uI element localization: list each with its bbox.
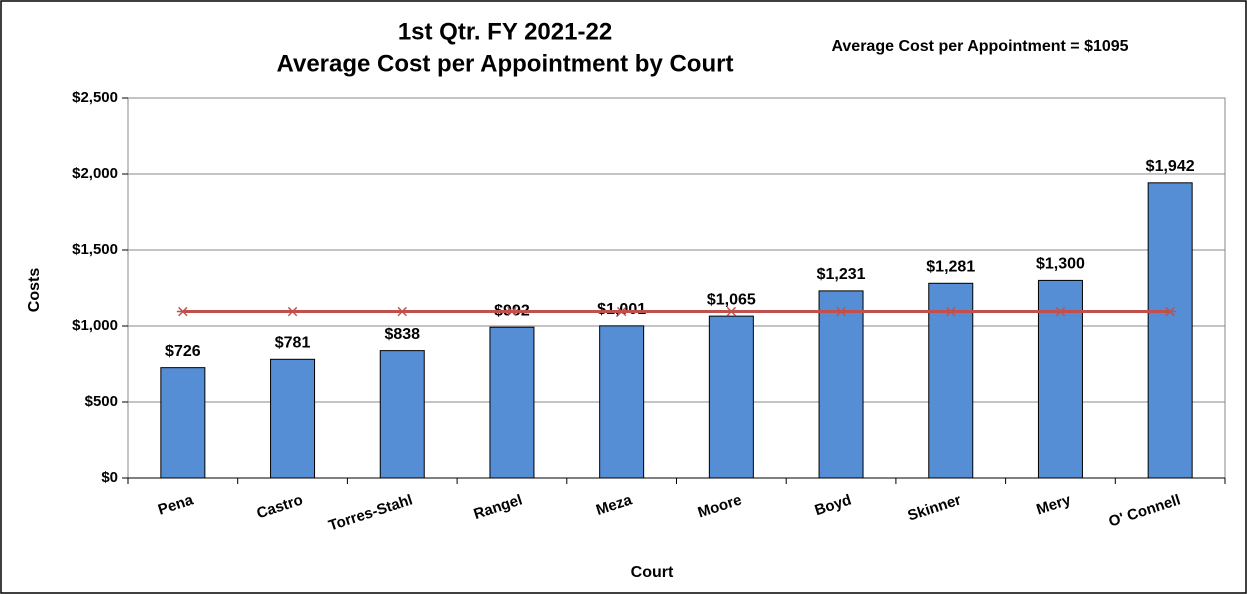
- bar: [818, 290, 864, 479]
- chart-subtitle: Average Cost per Appointment by Court: [277, 50, 734, 77]
- bar: [270, 358, 316, 479]
- data-label: $1,281: [926, 259, 975, 276]
- data-label: $1,300: [1036, 256, 1085, 273]
- y-tick-label: $500: [85, 393, 118, 410]
- bar: [708, 315, 754, 479]
- y-tick-label: $2,000: [72, 165, 118, 182]
- y-tick-label: $1,500: [72, 241, 118, 258]
- line-marker: [396, 306, 409, 317]
- data-label: $1,065: [707, 291, 756, 308]
- bar: [1037, 279, 1083, 479]
- data-label: $1,001: [597, 301, 646, 318]
- y-axis-label: Costs: [26, 268, 43, 313]
- x-axis-label: Court: [631, 564, 674, 581]
- y-tick-label: $1,000: [72, 317, 118, 334]
- line-marker: [615, 306, 628, 317]
- line-marker: [944, 306, 957, 317]
- line-marker: [835, 306, 848, 317]
- y-tick-label: $0: [101, 469, 118, 486]
- bar: [379, 350, 425, 479]
- bar: [599, 325, 645, 479]
- chart-title: 1st Qtr. FY 2021-22: [398, 18, 612, 45]
- bar: [160, 367, 206, 479]
- line-marker: [1054, 306, 1067, 317]
- bar: [489, 326, 535, 479]
- line-marker: [725, 306, 738, 317]
- y-tick-label: $2,500: [72, 89, 118, 106]
- line-marker: [1164, 306, 1177, 317]
- annotation: Average Cost per Appointment = $1095: [831, 38, 1128, 55]
- data-label: $1,231: [817, 266, 866, 283]
- data-label: $1,942: [1146, 158, 1195, 175]
- line-marker: [505, 306, 518, 317]
- line-marker: [286, 306, 299, 317]
- bar: [1147, 182, 1193, 479]
- bar: [928, 282, 974, 479]
- data-label: $726: [165, 343, 201, 360]
- data-label: $838: [384, 326, 420, 343]
- line-marker: [176, 306, 189, 317]
- data-label: $781: [275, 335, 311, 352]
